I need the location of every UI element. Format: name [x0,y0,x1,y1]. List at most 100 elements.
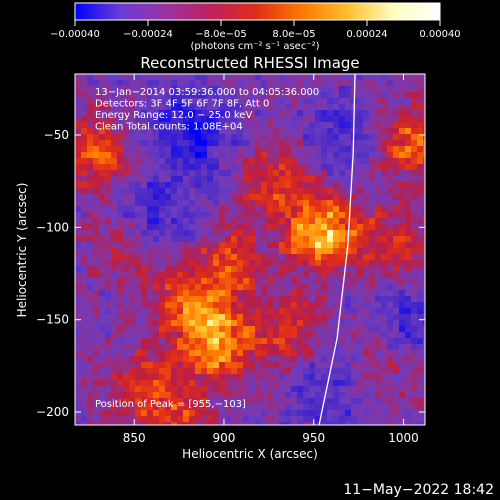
heatmap-cell [417,92,424,99]
heatmap-cell [231,326,238,333]
heatmap-cell [285,212,292,219]
heatmap-cell [405,254,412,261]
heatmap-cell [405,134,412,141]
heatmap-cell [195,416,202,423]
heatmap-cell [105,74,112,81]
heatmap-cell [249,212,256,219]
heatmap-cell [195,284,202,291]
heatmap-cell [135,182,142,189]
heatmap-cell [189,362,196,369]
heatmap-cell [387,188,394,195]
heatmap-cell [387,122,394,129]
heatmap-cell [129,284,136,291]
heatmap-cell [423,152,425,159]
heatmap-cell [201,356,208,363]
heatmap-cell [423,386,425,393]
heatmap-cell [225,86,232,93]
heatmap-cell [321,422,328,425]
heatmap-cell [291,164,298,171]
heatmap-cell [87,332,94,339]
heatmap-cell [225,272,232,279]
heatmap-cell [147,404,154,411]
heatmap-cell [267,230,274,237]
heatmap-cell [189,92,196,99]
heatmap-cell [75,194,82,201]
heatmap-cell [171,188,178,195]
heatmap-cell [195,350,202,357]
heatmap-cell [381,272,388,279]
heatmap-cell [381,74,388,81]
heatmap-cell [135,296,142,303]
heatmap-cell [309,302,316,309]
heatmap-cell [375,266,382,273]
heatmap-cell [399,422,406,425]
heatmap-cell [81,218,88,225]
heatmap-cell [141,194,148,201]
heatmap-cell [291,170,298,177]
heatmap-cell [99,332,106,339]
heatmap-cell [111,176,118,183]
heatmap-cell [369,176,376,183]
heatmap-cell [87,80,94,87]
heatmap-cell [75,242,82,249]
heatmap-cell [189,74,196,81]
heatmap-cell [93,194,100,201]
heatmap-cell [423,200,425,207]
heatmap-cell [135,344,142,351]
heatmap-cell [153,272,160,279]
heatmap-cell [141,212,148,219]
heatmap-cell [165,260,172,267]
heatmap-cell [351,410,358,417]
heatmap-cell [117,386,124,393]
heatmap-cell [255,134,262,141]
heatmap-cell [231,116,238,123]
heatmap-cell [399,206,406,213]
heatmap-cell [141,350,148,357]
heatmap-cell [255,170,262,177]
heatmap-cell [189,278,196,285]
heatmap-cell [279,74,286,81]
heatmap-cell [423,416,425,423]
heatmap-cell [345,194,352,201]
heatmap-cell [369,362,376,369]
heatmap-cell [315,158,322,165]
heatmap-cell [285,224,292,231]
heatmap-cell [189,236,196,243]
heatmap-cell [261,176,268,183]
heatmap-cell [369,194,376,201]
heatmap-cell [105,182,112,189]
heatmap-cell [171,224,178,231]
heatmap-cell [297,392,304,399]
heatmap-cell [147,272,154,279]
heatmap-cell [375,152,382,159]
heatmap-cell [387,356,394,363]
heatmap-cell [195,254,202,261]
heatmap-cell [423,278,425,285]
heatmap-cell [111,362,118,369]
heatmap-cell [423,272,425,279]
heatmap-cell [297,416,304,423]
heatmap-cell [393,86,400,93]
heatmap-cell [141,224,148,231]
heatmap-cell [423,164,425,171]
heatmap-cell [147,134,154,141]
heatmap-cell [135,200,142,207]
heatmap-cell [219,326,226,333]
heatmap-cell [189,272,196,279]
heatmap-cell [327,86,334,93]
heatmap-cell [159,296,166,303]
heatmap-cell [297,86,304,93]
heatmap-cell [153,218,160,225]
heatmap-cell [105,284,112,291]
heatmap-cell [219,416,226,423]
heatmap-cell [201,338,208,345]
heatmap-cell [417,212,424,219]
heatmap-cell [75,392,82,399]
heatmap-cell [375,194,382,201]
heatmap-cell [261,74,268,81]
heatmap-cell [123,362,130,369]
heatmap-cell [135,170,142,177]
heatmap-cell [399,170,406,177]
heatmap-cell [243,218,250,225]
heatmap-cell [339,422,346,425]
